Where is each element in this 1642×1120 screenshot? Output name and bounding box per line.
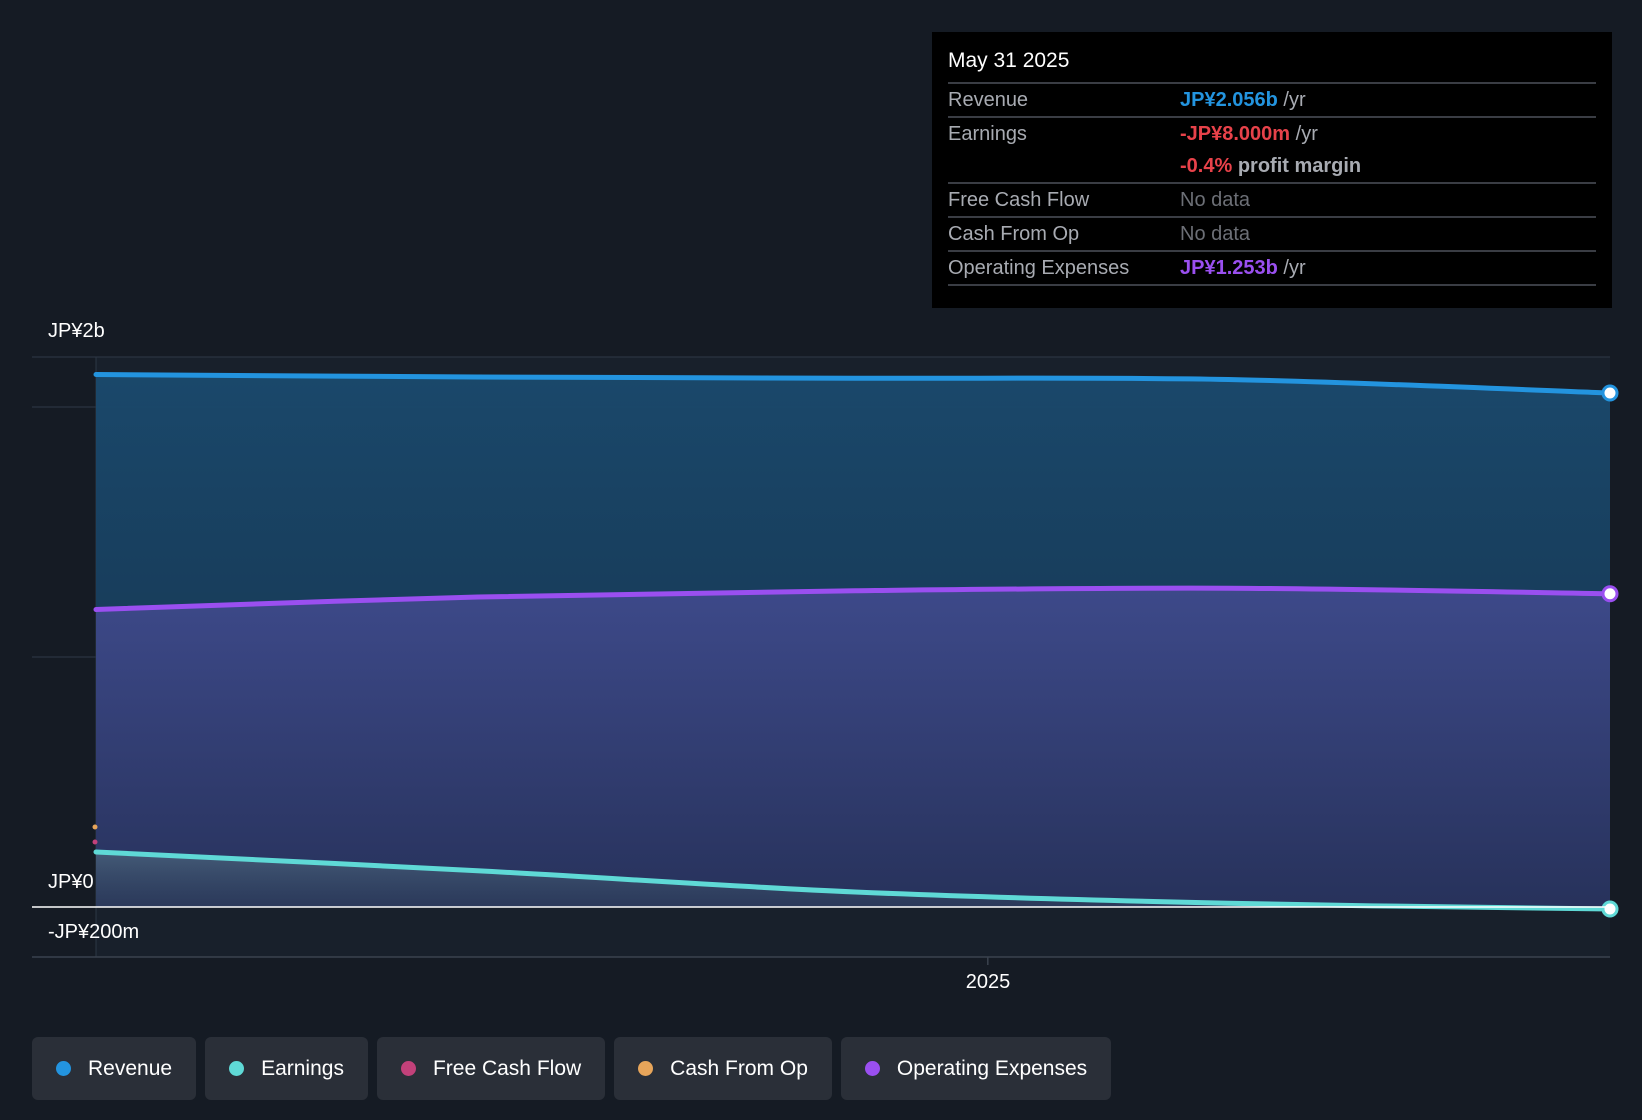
- legend-item-free-cash-flow[interactable]: Free Cash Flow: [376, 1037, 606, 1100]
- tooltip-label: Cash From Op: [948, 223, 1080, 245]
- tooltip-value: No data: [1180, 223, 1251, 245]
- tooltip-margin-label: profit margin: [1237, 155, 1362, 177]
- tooltip-label: Free Cash Flow: [948, 189, 1090, 211]
- operating-expenses-dot-icon: [864, 1061, 880, 1076]
- tooltip-panel: May 31 2025 Revenue JP¥2.056b /yr Earnin…: [932, 32, 1612, 308]
- revenue-dot-icon: [56, 1061, 71, 1076]
- tooltip-value: No data: [1180, 189, 1251, 211]
- tooltip-label: Earnings: [948, 123, 1027, 145]
- y-tick-label-bottom: -JP¥200m: [48, 921, 140, 943]
- tooltip-value: -JP¥8.000m: [1180, 123, 1291, 145]
- earnings-dot-icon: [229, 1061, 245, 1076]
- legend-item-earnings[interactable]: Earnings: [205, 1037, 368, 1100]
- tooltip-value: JP¥2.056b: [1180, 89, 1278, 111]
- tooltip-margin-value: -0.4%: [1180, 155, 1233, 177]
- series-lines: [93, 372, 1613, 912]
- legend: Revenue Earnings Free Cash Flow Cash Fro…: [32, 1037, 1112, 1100]
- operating-expenses-area: [96, 588, 1610, 907]
- tooltip-value: JP¥1.253b: [1180, 257, 1278, 279]
- earnings-end-marker: [1601, 900, 1619, 918]
- revenue-line: [93, 372, 1613, 396]
- y-tick-label-top: JP¥2b: [48, 320, 105, 342]
- legend-item-cash-from-op[interactable]: Cash From Op: [614, 1037, 832, 1100]
- cash-from-op-dot-icon: [638, 1061, 654, 1076]
- tooltip-row-operating-expenses: Operating Expenses JP¥1.253b /yr: [948, 250, 1596, 284]
- series-areas: [96, 374, 1610, 909]
- legend-item-operating-expenses[interactable]: Operating Expenses: [840, 1037, 1112, 1100]
- tooltip-row-earnings: Earnings -JP¥8.000m /yr -0.4% profit mar…: [948, 116, 1596, 182]
- tooltip-unit: /yr: [1283, 89, 1306, 111]
- tooltip-unit: /yr: [1295, 123, 1318, 145]
- axes: [32, 906, 1610, 965]
- x-tick-label-2025: 2025: [965, 971, 1011, 993]
- cash-from-op-point: [92, 824, 98, 830]
- legend-label: Free Cash Flow: [432, 1056, 582, 1080]
- earnings-line: [93, 849, 1613, 912]
- tooltip-unit: /yr: [1283, 257, 1306, 279]
- earnings-area: [96, 852, 1610, 909]
- revenue-end-marker: [1601, 384, 1619, 402]
- legend-label: Revenue: [88, 1056, 173, 1080]
- tooltip-row-cash-from-op: Cash From Op No data: [948, 216, 1596, 250]
- operating-expenses-line: [93, 585, 1613, 612]
- legend-label: Operating Expenses: [896, 1056, 1088, 1080]
- tooltip-date: May 31 2025: [948, 49, 1070, 72]
- tooltip-row-free-cash-flow: Free Cash Flow No data: [948, 182, 1596, 216]
- tooltip-divider: [948, 284, 1596, 286]
- tooltip-row-revenue: Revenue JP¥2.056b /yr: [948, 82, 1596, 116]
- tooltip-label: Revenue: [948, 89, 1029, 111]
- free-cash-flow-dot-icon: [400, 1061, 416, 1076]
- y-tick-label-zero: JP¥0: [48, 871, 94, 893]
- legend-label: Cash From Op: [670, 1056, 808, 1080]
- series-markers: [92, 384, 1619, 918]
- free-cash-flow-point: [92, 839, 98, 845]
- legend-item-revenue[interactable]: Revenue: [32, 1037, 197, 1100]
- tooltip-label: Operating Expenses: [948, 257, 1130, 279]
- operating-expenses-end-marker: [1601, 585, 1619, 603]
- legend-label: Earnings: [261, 1056, 344, 1080]
